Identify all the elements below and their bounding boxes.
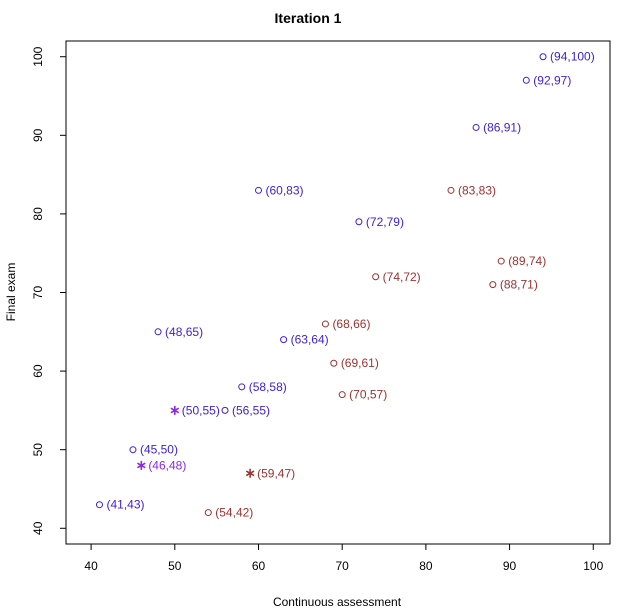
centroid-point [245, 468, 255, 478]
data-point [330, 359, 338, 367]
data-point [372, 273, 380, 281]
y-tick-label: 80 [31, 207, 45, 221]
point-label: (88,71) [500, 278, 538, 292]
data-point [489, 281, 497, 289]
centroid-stroke [137, 462, 146, 469]
x-axis: 40 50 60 70 80 90 100 [84, 544, 604, 573]
data-point [321, 320, 329, 328]
point-label: (45,50) [140, 443, 178, 457]
data-point [254, 186, 262, 194]
point-label: (50,55) [182, 403, 220, 417]
point-label: (58,58) [249, 380, 287, 394]
data-points: (94,100) (92,97) (86,91) (60,83) (72,79) (48,… [95, 50, 595, 520]
data-point [338, 391, 346, 399]
data-point [95, 501, 103, 509]
y-tick-label: 60 [31, 364, 45, 378]
point-label: (83,83) [458, 183, 496, 197]
centroid-stroke [170, 407, 180, 414]
point-label: (89,74) [508, 254, 546, 268]
x-tick-label: 60 [252, 559, 266, 573]
y-axis: 40 50 60 70 80 90 100 [31, 46, 66, 535]
data-point [238, 383, 246, 391]
y-tick-label: 90 [31, 128, 45, 142]
point-label: (70,57) [349, 388, 387, 402]
data-point [129, 446, 137, 454]
centroid-point [137, 460, 146, 470]
data-point [522, 76, 530, 84]
chart-title: Iteration 1 [275, 10, 342, 26]
point-label: (56,55) [232, 403, 270, 417]
x-tick-label: 100 [583, 559, 603, 573]
y-tick-label: 50 [31, 443, 45, 457]
point-label: (46,48) [148, 458, 186, 472]
data-point [154, 328, 162, 336]
y-axis-label: Final exam [4, 263, 18, 322]
point-label: (92,97) [533, 73, 571, 87]
point-label: (59,47) [257, 466, 295, 480]
y-tick-label: 40 [31, 521, 45, 535]
x-tick-label: 40 [84, 559, 98, 573]
data-point [355, 218, 363, 226]
y-tick-label: 70 [31, 286, 45, 300]
y-tick-label: 100 [31, 46, 45, 66]
data-point [447, 186, 455, 194]
point-label: (60,83) [265, 183, 303, 197]
point-label: (86,91) [483, 120, 521, 134]
point-label: (69,61) [341, 356, 379, 370]
data-point [539, 53, 547, 61]
point-label: (41,43) [106, 498, 144, 512]
data-point [472, 123, 480, 131]
x-tick-label: 80 [419, 559, 433, 573]
data-point [280, 336, 288, 344]
centroid-stroke [245, 470, 255, 477]
point-label: (72,79) [366, 215, 404, 229]
x-tick-label: 50 [168, 559, 182, 573]
point-label: (68,66) [332, 317, 370, 331]
point-label: (74,72) [383, 270, 421, 284]
data-point [221, 406, 229, 414]
x-axis-label: Continuous assessment [273, 595, 402, 609]
x-tick-label: 90 [503, 559, 517, 573]
x-tick-label: 70 [336, 559, 350, 573]
point-label: (63,64) [291, 333, 329, 347]
data-point [497, 257, 505, 265]
point-label: (94,100) [550, 50, 595, 64]
centroid-point [170, 405, 180, 415]
data-point [204, 509, 212, 517]
point-label: (48,65) [165, 325, 203, 339]
point-label: (54,42) [215, 506, 253, 520]
